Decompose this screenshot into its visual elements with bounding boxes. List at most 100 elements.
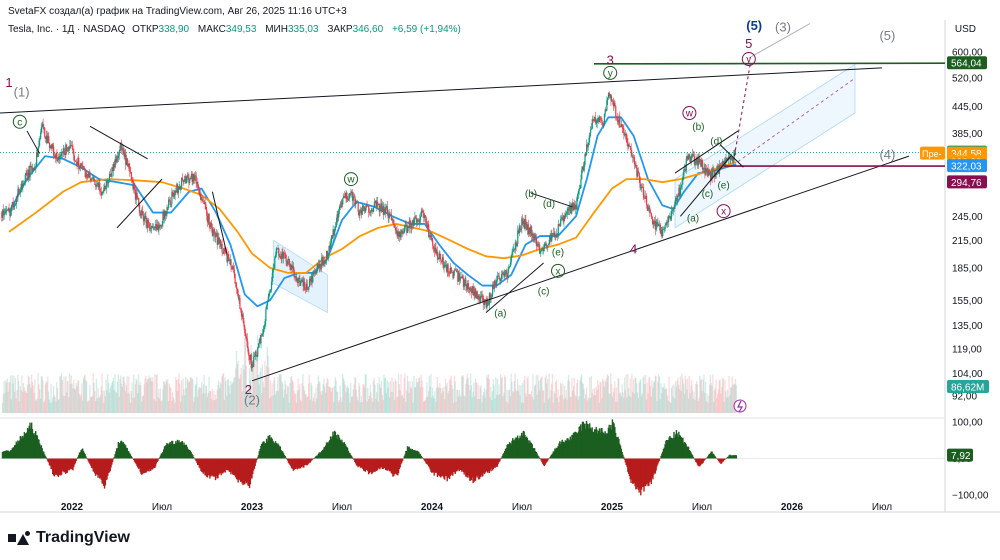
volume-bar	[518, 385, 520, 413]
volume-bar	[320, 391, 322, 413]
osc-bar	[290, 458, 293, 469]
candle-body	[711, 172, 713, 178]
osc-bar	[269, 438, 272, 459]
symbol-name[interactable]: Tesla, Inc. · 1Д · NASDAQ	[8, 24, 126, 35]
candle-body	[556, 233, 558, 237]
candle-body	[405, 225, 407, 226]
osc-bar	[283, 454, 286, 459]
volume-bar	[45, 380, 47, 413]
volume-bar	[67, 381, 69, 413]
low-value: 335,03	[287, 24, 319, 35]
candle-body	[131, 179, 133, 181]
candle-body	[338, 209, 340, 218]
volume-bar	[322, 383, 324, 413]
volume-bar	[133, 374, 135, 413]
volume-bar	[376, 383, 379, 413]
volume-bar	[35, 399, 37, 413]
candle-body	[236, 286, 238, 289]
volume-bar	[424, 399, 426, 413]
candle-body	[626, 137, 628, 142]
volume-bar	[179, 383, 181, 413]
osc-bar	[373, 458, 375, 472]
volume-bar	[427, 391, 430, 413]
candle-body	[698, 158, 700, 160]
candle-body	[280, 258, 282, 260]
osc-bar	[26, 432, 28, 459]
osc-bar	[708, 453, 711, 459]
volume-bar	[373, 377, 375, 413]
candle-body	[31, 167, 33, 172]
osc-bar	[52, 458, 55, 476]
osc-bar	[42, 451, 44, 459]
osc-bar	[32, 433, 34, 459]
candle-body	[117, 156, 119, 159]
candle-body	[118, 151, 120, 156]
volume-bar	[597, 379, 599, 413]
osc-bar	[388, 458, 391, 472]
candle-body	[125, 153, 127, 165]
osc-bar	[586, 423, 589, 459]
osc-value: 7,92	[951, 451, 971, 462]
volume-bar	[262, 381, 264, 413]
osc-bar	[694, 458, 696, 461]
candle-body	[668, 216, 670, 217]
volume-bar	[421, 380, 423, 413]
candle-body	[678, 187, 680, 197]
osc-bar	[81, 449, 83, 459]
osc-bar	[525, 437, 527, 459]
volume-bar	[135, 378, 137, 413]
osc-bar	[200, 458, 202, 471]
osc-bar	[497, 458, 499, 464]
candle-body	[462, 276, 464, 279]
volume-bar	[626, 397, 628, 413]
volume-bar	[596, 389, 598, 413]
osc-bar	[202, 458, 205, 474]
volume-bar	[721, 377, 724, 413]
candle-body	[40, 126, 43, 133]
candle-body	[649, 207, 651, 213]
candle-body	[49, 145, 51, 149]
candle-body	[327, 253, 329, 259]
osc-bar	[499, 458, 502, 460]
osc-bar	[472, 458, 474, 484]
volume-bar	[693, 391, 695, 413]
candle-body	[471, 288, 473, 293]
candle-body	[347, 198, 350, 201]
candle-body	[205, 204, 207, 210]
osc-bar	[91, 458, 94, 469]
volume-bar	[16, 390, 18, 413]
osc-bar	[347, 450, 350, 459]
candle-body	[150, 227, 152, 229]
volume-bar	[337, 391, 339, 413]
volume-bar	[735, 384, 737, 413]
volume-bar	[222, 373, 224, 413]
candle-body	[381, 206, 384, 212]
osc-bar	[350, 454, 352, 459]
osc-bar	[552, 451, 554, 459]
volume-bar	[288, 402, 290, 413]
candle-body	[520, 228, 522, 230]
osc-bar	[163, 446, 166, 459]
candle-body	[152, 227, 154, 229]
currency-label[interactable]: USD	[954, 24, 976, 35]
osc-bar	[637, 458, 640, 490]
osc-bar	[533, 448, 536, 459]
volume-bar	[99, 394, 102, 413]
volume-bar	[28, 377, 30, 413]
osc-bar	[295, 458, 298, 468]
candle-body	[452, 272, 454, 279]
candle-body	[689, 158, 691, 162]
volume-bar	[560, 384, 562, 413]
tradingview-logo[interactable]: TradingView	[8, 529, 130, 547]
osc-bar	[310, 458, 312, 462]
volume-bar	[353, 384, 355, 413]
price-tick: 155,00	[952, 296, 983, 307]
candle-body	[621, 124, 623, 128]
volume-bar	[9, 382, 11, 413]
volume-bar	[310, 382, 312, 413]
candle-body	[726, 157, 729, 160]
osc-bar	[300, 458, 303, 468]
candle-body	[667, 221, 669, 223]
candle-body	[6, 209, 8, 211]
